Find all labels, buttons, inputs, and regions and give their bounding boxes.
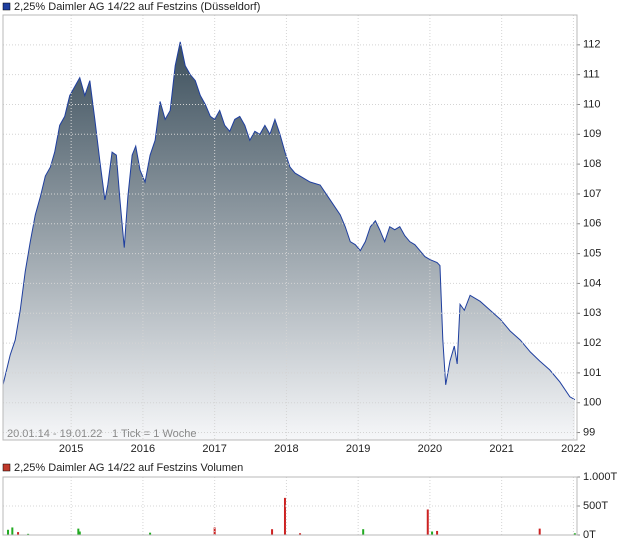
x-tick-label: 2017 <box>202 443 226 455</box>
volume-bar <box>362 529 365 535</box>
x-tick-label: 2015 <box>59 443 83 455</box>
y-tick-label: 100 <box>583 397 601 409</box>
legend-swatch <box>2 463 11 472</box>
y-tick-label: 99 <box>583 426 595 438</box>
y-tick-label: 0T <box>583 529 596 541</box>
y-tick-label: 109 <box>583 128 601 140</box>
volume-bar <box>7 529 10 535</box>
volume-bar <box>538 528 541 535</box>
volume-bar <box>271 529 274 535</box>
volume-bar <box>17 532 20 535</box>
y-tick-label: 104 <box>583 277 601 289</box>
volume-bar <box>78 531 81 535</box>
volume-bar <box>426 509 429 535</box>
volume-bar <box>436 530 439 535</box>
y-tick-label: 106 <box>583 218 601 230</box>
y-tick-label: 101 <box>583 367 601 379</box>
volume-bar <box>431 531 434 535</box>
volume-bar <box>11 527 14 535</box>
volume-chart: 0T 500T 1.000T <box>3 471 618 541</box>
chart-title: 2,25% Daimler AG 14/22 auf Festzins Volu… <box>14 462 243 474</box>
legend-swatch <box>2 2 11 11</box>
x-tick-label: 2019 <box>346 443 370 455</box>
y-tick-label: 102 <box>583 337 601 349</box>
y-tick-label: 500T <box>583 500 608 512</box>
plot-frame <box>2 14 578 441</box>
y-tick-label: 107 <box>583 188 601 200</box>
volume-bar <box>27 533 30 535</box>
volume-bar <box>299 533 302 535</box>
volume-bar <box>149 532 152 535</box>
price-chart: 2015 2016 2017 2018 2019 2020 2021 2022 99 100 101… <box>2 15 601 455</box>
x-tick-label: 2016 <box>131 443 155 455</box>
y-tick-label: 108 <box>583 158 601 170</box>
y-tick-label: 1.000T <box>583 471 618 483</box>
x-tick-label: 2018 <box>274 443 298 455</box>
y-tick-label: 111 <box>583 69 600 81</box>
y-tick-label: 103 <box>583 307 601 319</box>
volume-bar <box>283 497 286 535</box>
volume-bar <box>77 528 80 535</box>
tick-note: 1 Tick = 1 Woche <box>112 428 196 440</box>
x-tick-label: 2020 <box>418 443 442 455</box>
plot-frame <box>2 476 578 536</box>
x-tick-label: 2022 <box>561 443 585 455</box>
y-tick-label: 110 <box>583 98 601 110</box>
chart-title: 2,25% Daimler AG 14/22 auf Festzins (Düs… <box>14 1 260 13</box>
y-tick-label: 105 <box>583 248 601 260</box>
x-tick-label: 2021 <box>489 443 513 455</box>
y-tick-label: 112 <box>583 39 601 51</box>
volume-bar <box>573 533 576 535</box>
date-range: 20.01.14 - 19.01.22 <box>7 428 102 440</box>
area-fill <box>3 41 575 441</box>
